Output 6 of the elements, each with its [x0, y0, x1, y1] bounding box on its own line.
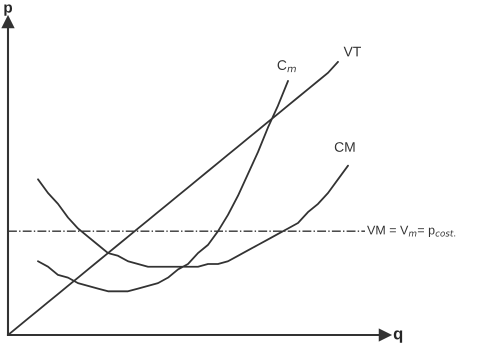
- ref-line-label: VM = V$_{m}$= p$_{cost.}$: [367, 226, 456, 237]
- series-label: C$_{m}$: [278, 60, 296, 72]
- y-axis-title: p: [4, 4, 12, 16]
- series-label: CM: [334, 142, 355, 152]
- series-label: VT: [344, 46, 361, 56]
- x-axis-title: q: [394, 330, 402, 343]
